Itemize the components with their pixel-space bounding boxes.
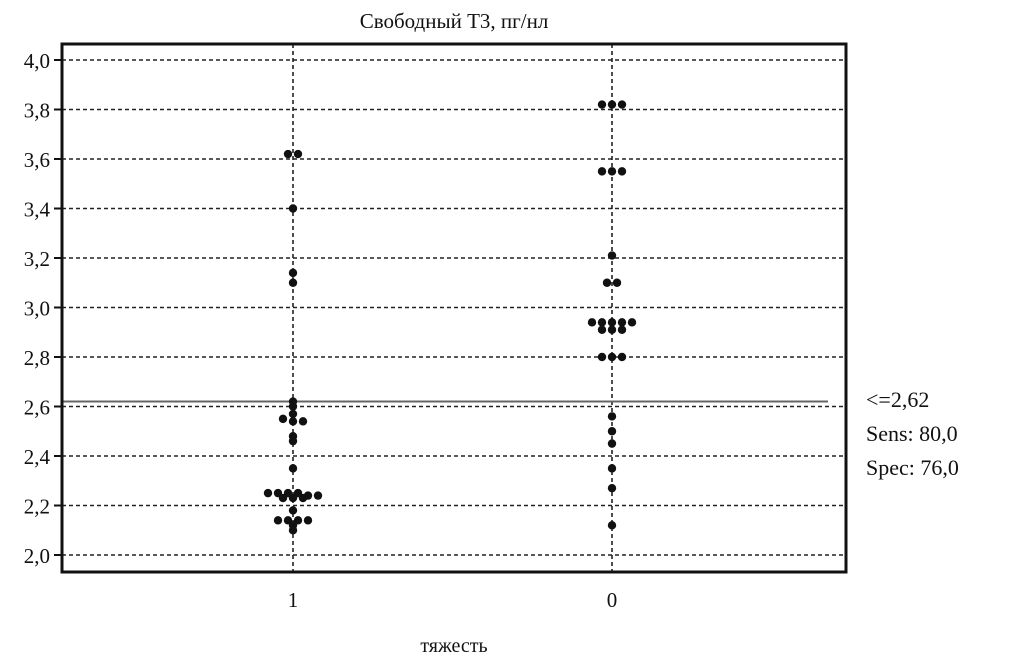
data-point xyxy=(288,493,298,503)
data-point xyxy=(607,483,617,493)
y-tick-label: 2,8 xyxy=(24,346,50,370)
data-point xyxy=(283,149,293,159)
data-point xyxy=(607,318,617,327)
data-point xyxy=(288,436,298,446)
data-point xyxy=(607,100,617,109)
data-point xyxy=(607,521,617,530)
data-point xyxy=(602,278,612,287)
y-tick-label: 3,6 xyxy=(24,148,50,172)
data-point xyxy=(298,493,308,503)
cutoff-label: <=2,62 xyxy=(866,387,929,412)
data-point xyxy=(278,414,288,424)
data-point xyxy=(597,352,607,362)
data-point xyxy=(298,417,308,426)
data-point xyxy=(607,167,617,176)
y-tick-label: 3,2 xyxy=(24,247,50,271)
data-point xyxy=(288,506,298,515)
sensitivity-label: Sens: 80,0 xyxy=(866,421,958,446)
data-point xyxy=(617,318,627,327)
y-tick-label: 4,0 xyxy=(24,49,50,73)
y-tick-label: 2,0 xyxy=(24,544,50,568)
data-point xyxy=(293,149,303,159)
data-point xyxy=(607,439,617,448)
data-point xyxy=(278,493,288,503)
data-point xyxy=(288,278,298,287)
x-tick-label: 1 xyxy=(288,588,299,612)
data-point xyxy=(607,352,617,362)
data-point xyxy=(288,464,298,473)
data-point xyxy=(288,402,298,411)
y-tick-label: 3,0 xyxy=(24,297,50,321)
data-point xyxy=(607,464,617,473)
data-point xyxy=(617,167,627,176)
data-point xyxy=(587,318,597,327)
data-point xyxy=(617,100,627,109)
data-point xyxy=(617,352,627,362)
data-point xyxy=(597,325,607,334)
y-tick-label: 2,6 xyxy=(24,396,50,420)
data-point xyxy=(627,318,637,327)
chart-title: Свободный Т3, пг/нл xyxy=(360,9,549,33)
data-point xyxy=(597,100,607,109)
data-points xyxy=(263,100,637,535)
grid xyxy=(62,44,846,572)
data-point xyxy=(607,325,617,334)
data-point xyxy=(617,325,627,334)
y-tick-label: 3,8 xyxy=(24,99,50,123)
data-point xyxy=(288,526,298,535)
x-axis-label: тяжесть xyxy=(420,635,487,657)
data-point xyxy=(263,488,273,498)
data-point xyxy=(597,318,607,327)
data-point xyxy=(607,427,617,436)
data-point xyxy=(288,409,298,419)
data-point xyxy=(313,491,323,500)
y-tick-label: 2,4 xyxy=(24,445,51,469)
data-point xyxy=(288,417,298,426)
y-tick-label: 2,2 xyxy=(24,495,50,519)
data-point xyxy=(303,516,313,525)
data-point xyxy=(597,167,607,176)
data-point xyxy=(607,251,617,260)
x-tick-label: 0 xyxy=(607,588,618,612)
data-point xyxy=(273,516,283,525)
y-tick-label: 3,4 xyxy=(24,198,51,222)
data-point xyxy=(288,268,298,278)
data-point xyxy=(612,278,622,287)
specificity-label: Spec: 76,0 xyxy=(866,455,959,480)
data-point xyxy=(607,412,617,421)
data-point xyxy=(288,204,298,213)
y-axis: 2,0 2,2 2,4 2,6 2,8 3,0 3,2 3,4 3,6 3,8 4,0 xyxy=(24,49,62,568)
